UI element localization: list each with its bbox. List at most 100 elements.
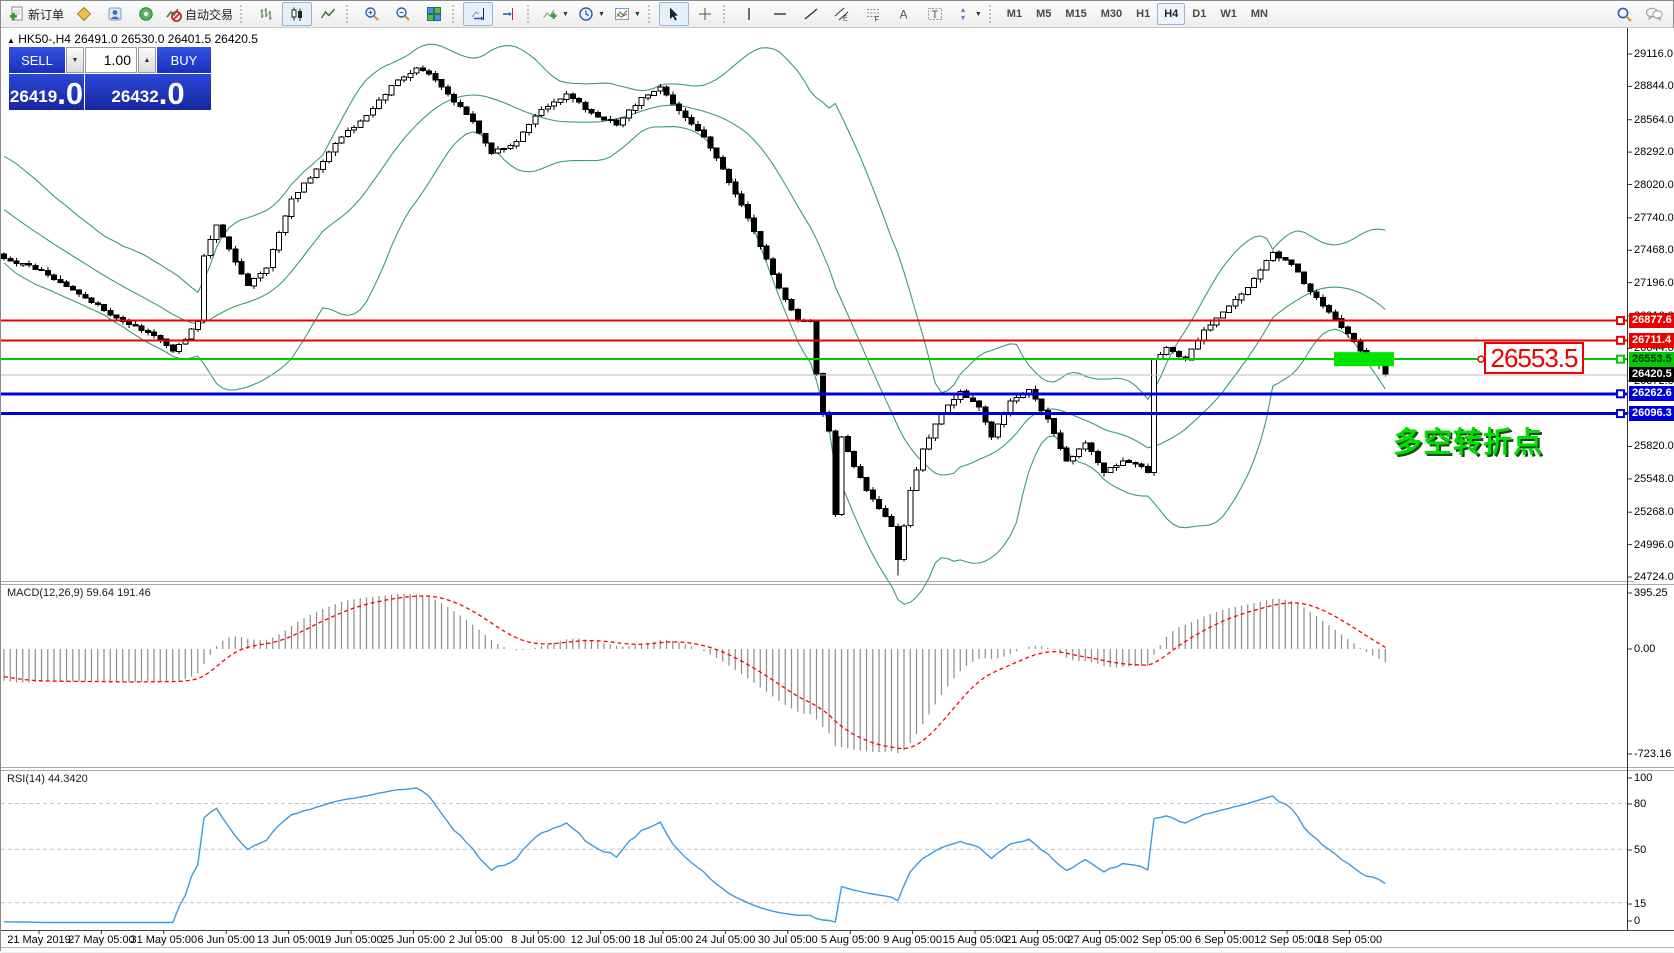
cursor-button[interactable] [658,2,689,26]
timeframe-m1[interactable]: M1 [1006,8,1023,20]
price-axis-tick: 24724.0 [1634,570,1674,583]
date-axis-label: 6 Jun 05:00 [197,934,255,946]
text-button[interactable]: A [889,2,919,26]
zoom-in-icon [365,7,379,21]
chart-shift-button[interactable] [494,2,524,26]
toolbar-separator [346,5,352,23]
date-axis-label: 30 Jul 05:00 [757,934,818,946]
timeframe-mn[interactable]: MN [1250,8,1268,20]
arrows-button[interactable]: ▼ [951,2,986,26]
price-level-tag[interactable]: 26553.5 [1629,351,1674,367]
date-axis-label: 5 Aug 05:00 [820,934,880,946]
buy-price[interactable]: 26432.0 [85,74,211,110]
buy-button[interactable]: BUY [157,47,211,73]
zoom-in-button[interactable] [357,2,387,26]
volume-increase-button[interactable]: ▲ [138,47,156,73]
price-axis-tick: 28292.0 [1634,146,1674,159]
search-button[interactable] [1609,2,1639,26]
date-axis-label: 27 Aug 05:00 [1067,934,1133,946]
zoom-out-button[interactable] [388,2,418,26]
periods-button[interactable]: ▼ [574,2,609,26]
timeframe-h1[interactable]: H1 [1136,8,1151,20]
arrows-icon [960,8,965,20]
volume-decrease-button[interactable]: ▼ [66,47,84,73]
market-watch-icon [76,6,92,22]
chat-button[interactable] [1639,2,1669,26]
volume-input[interactable]: 1.00 [85,47,137,73]
tile-windows-button[interactable] [419,2,449,26]
sell-button[interactable]: SELL [9,47,65,73]
data-window-button[interactable] [131,2,161,26]
price-axis-tick: 25268.0 [1634,506,1674,519]
date-axis-label: 25 Jun 05:00 [381,934,446,946]
fibonacci-button[interactable]: F [858,2,888,26]
text-label-button[interactable]: T [920,2,950,26]
tile-windows-icon [427,7,442,21]
timeframe-w1[interactable]: W1 [1220,8,1237,20]
cursor-icon [669,7,678,21]
new-order-button[interactable]: 新订单 [5,2,68,26]
timeframe-m30[interactable]: M30 [1100,8,1123,20]
navigator-button[interactable] [100,2,130,26]
navigator-icon [108,7,122,21]
text-label-icon: T [927,8,942,21]
quote-low: 26401.5 [167,32,212,46]
timeframe-m5[interactable]: M5 [1036,8,1052,20]
price-level-tag[interactable]: 26096.3 [1629,406,1674,422]
auto-scroll-icon [471,8,485,21]
indicators-button[interactable]: ▼ [538,2,573,26]
timeframe-h4[interactable]: H4 [1157,3,1186,25]
price-level-tag[interactable]: 26877.6 [1629,313,1674,329]
date-axis-label: 2 Jul 05:00 [448,934,503,946]
auto-scroll-button[interactable] [463,2,494,26]
bar-chart-icon [260,8,272,20]
candlestick-chart-button[interactable] [282,2,313,26]
sell-price-fraction: .0 [57,76,84,111]
date-axis-label: 13 Jun 05:00 [256,934,321,946]
crosshair-button[interactable] [690,2,720,26]
price-level-tag[interactable]: 26711.4 [1629,332,1674,348]
current-price-tag: 26420.5 [1629,367,1674,383]
timeframe-d1[interactable]: D1 [1192,8,1207,20]
chart-shift-icon [503,8,514,20]
bar-chart-button[interactable] [251,2,281,26]
macd-axis-tick: 395.25 [1634,587,1674,599]
svg-text:A: A [899,8,907,22]
search-icon [1617,7,1632,22]
rsi-axis-tick: 80 [1634,798,1674,810]
templates-button[interactable]: ▼ [610,2,645,26]
sell-price[interactable]: 26419.0 [9,74,84,110]
macd-value-signal: 191.46 [117,587,151,599]
turning-point-annotation[interactable]: 多空转折点 [1393,427,1544,459]
price-axis-tick: 27468.0 [1634,244,1674,257]
autotrading-label: 自动交易 [185,7,234,22]
date-axis-label: 21 May 2019 [7,934,71,946]
price-axis-tick: 27740.0 [1634,211,1674,224]
line-chart-button[interactable] [313,2,343,26]
date-axis-label: 27 May 05:00 [68,934,135,946]
quote-high: 26530.0 [121,32,165,46]
price-axis-tick: 29116.0 [1634,48,1674,60]
equidistant-channel-button[interactable]: E [827,2,857,26]
vertical-line-button[interactable] [734,2,764,26]
horizontal-line-icon [773,13,786,15]
indicators-caret: ▼ [562,10,569,18]
price-axis-tick: 28844.0 [1634,80,1674,93]
market-watch-button[interactable] [69,2,99,26]
horizontal-line-button[interactable] [765,2,795,26]
price-level-tag[interactable]: 26262.6 [1629,386,1674,402]
fibonacci-icon: F [866,9,879,22]
date-axis-label: 6 Sep 05:00 [1194,934,1255,946]
equidistant-channel-icon: E [834,7,849,22]
trendline-button[interactable] [796,2,826,26]
quote-open: 26491.0 [74,32,118,46]
price-axis-tick: 27196.0 [1634,276,1674,289]
buy-price-main: 26432 [111,87,159,106]
price-axis-tick: 28020.0 [1634,178,1674,191]
toolbar-separator [527,5,533,23]
timeframe-m15[interactable]: M15 [1065,8,1087,20]
price-callout[interactable]: 26553.5 [1484,342,1584,374]
date-axis-label: 18 Jul 05:00 [633,934,693,946]
autotrading-button[interactable]: 自动交易 [162,2,237,26]
